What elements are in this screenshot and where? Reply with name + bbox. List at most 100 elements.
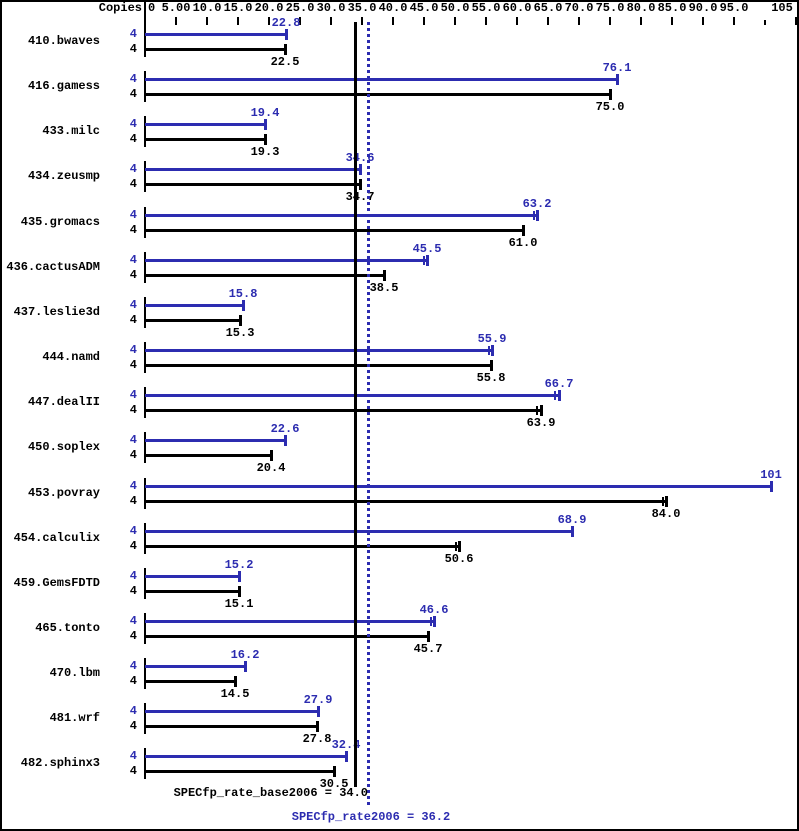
copies-value-peak: 4 [129,569,137,583]
peak-bar-endcap [571,526,574,537]
base-bar-endcap [609,89,612,100]
peak-value-label: 32.4 [331,738,361,752]
axis-tick-label: 90.0 [688,1,718,15]
peak-value-label: 16.2 [230,648,260,662]
axis-tick-label: 75.0 [595,1,625,15]
base-value-label: 15.3 [225,326,255,340]
copies-value-base: 4 [129,674,137,688]
axis-tick-label: 70.0 [564,1,594,15]
base-bar-endcap [540,405,543,416]
base-bar [145,545,459,548]
axis-tick-label: 50.0 [440,1,470,15]
benchmark-label: 470.lbm [49,666,100,680]
peak-bar [145,123,265,126]
peak-bar [145,439,285,442]
base-bar-endcap [234,676,237,687]
axis-tick [299,17,301,25]
peak-value-label: 22.6 [270,422,300,436]
peak-bar [145,259,427,262]
copies-value-base: 4 [129,764,137,778]
peak-bar [145,575,239,578]
base-value-label: 38.5 [369,281,399,295]
peak-bar-endcap [244,661,247,672]
benchmark-label: 453.povray [27,486,100,500]
copies-value-base: 4 [129,403,137,417]
row-axis-segment [144,523,146,554]
base-value-label: 61.0 [508,236,538,250]
peak-run-tick [430,617,432,626]
base-bar-endcap [458,541,461,552]
copies-value-peak: 4 [129,659,137,673]
row-axis-segment [144,658,146,689]
axis-tick-label: 35.0 [347,1,377,15]
axis-tick-label: 0 [148,1,156,15]
base-bar-endcap [264,134,267,145]
row-axis-segment [144,748,146,779]
base-bar-endcap [270,450,273,461]
benchmark-label: 454.calculix [13,531,100,545]
axis-tick-label: 55.0 [471,1,501,15]
copies-value-base: 4 [129,313,137,327]
peak-bar-endcap [285,29,288,40]
axis-tick-label: 65.0 [533,1,563,15]
base-value-label: 45.7 [413,642,443,656]
base-value-label: 19.3 [250,145,280,159]
base-bar-endcap [238,586,241,597]
peak-bar [145,620,434,623]
row-axis-segment [144,116,146,147]
row-axis-segment [144,161,146,192]
row-axis-segment [144,297,146,328]
axis-tick [423,17,425,25]
axis-tick-label: 30.0 [316,1,346,15]
axis-tick [175,17,177,25]
peak-value-label: 19.4 [250,106,280,120]
axis-tick [330,17,332,25]
base-value-label: 14.5 [220,687,250,701]
peak-bar [145,304,243,307]
peak-bar-endcap [317,706,320,717]
peak-value-label: 76.1 [602,61,632,75]
row-axis-segment [144,26,146,57]
axis-tick [485,17,487,25]
peak-bar-endcap [536,210,539,221]
copies-column-header: Copies [98,1,142,15]
peak-bar [145,78,617,81]
peak-value-label: 15.8 [228,287,258,301]
peak-value-label: 63.2 [522,197,552,211]
peak-value-label: 66.7 [544,377,574,391]
axis-tick [237,17,239,25]
benchmark-label: 416.gamess [27,79,100,93]
benchmark-label: 410.bwaves [27,34,100,48]
base-bar-endcap [383,270,386,281]
benchmark-label: 447.dealII [27,395,100,409]
peak-bar [145,485,771,488]
benchmark-label: 435.gromacs [20,215,100,229]
peak-run-tick [488,346,490,355]
base-run-tick [536,406,538,415]
row-axis-segment [144,613,146,644]
peak-bar [145,530,572,533]
axis-tick [268,17,270,25]
copies-value-peak: 4 [129,298,137,312]
row-axis-segment [144,568,146,599]
peak-value-label: 34.6 [345,151,375,165]
peak-run-tick [533,211,535,220]
benchmark-label: 434.zeusmp [27,169,100,183]
copies-value-peak: 4 [129,433,137,447]
axis-tick-label: 10.0 [192,1,222,15]
base-value-label: 75.0 [595,100,625,114]
peak-mean-line [367,22,370,808]
peak-value-label: 15.2 [224,558,254,572]
peak-run-tick [554,391,556,400]
axis-tick [609,17,611,25]
base-bar-endcap [490,360,493,371]
peak-bar [145,710,318,713]
row-axis-segment [144,207,146,238]
row-axis-segment [144,432,146,463]
base-mean-label: SPECfp_rate_base2006 = 34.0 [173,786,368,800]
axis-tick-label: 95.0 [719,1,749,15]
axis-tick-label: 5.00 [161,1,191,15]
peak-bar-endcap [345,751,348,762]
base-value-label: 27.8 [302,732,332,746]
